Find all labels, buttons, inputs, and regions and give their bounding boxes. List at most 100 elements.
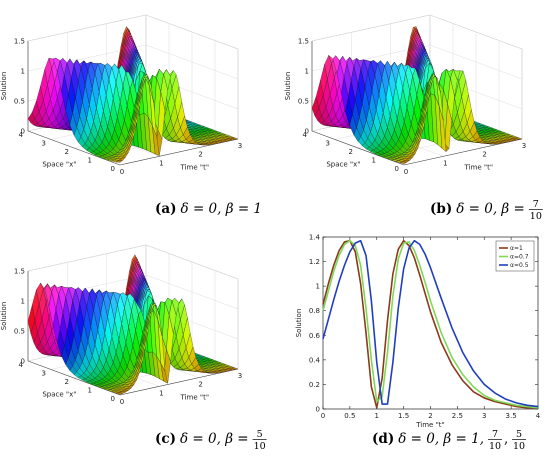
x-tick-label: 1: [88, 157, 92, 165]
y-tick-label: 0.4: [309, 356, 321, 364]
fraction-numerator: 5: [257, 429, 263, 440]
t-tick-label: 1: [159, 159, 163, 167]
t-tick-label: 0: [404, 168, 408, 176]
t-tick-label: 1: [443, 159, 447, 167]
z-tick-label: 0: [21, 358, 25, 366]
caption-label: (a): [155, 201, 177, 217]
caption-fraction: 710: [528, 199, 543, 222]
surface-patch: [115, 392, 124, 395]
x-tick-label: 0: [321, 412, 325, 420]
surface-patch: [115, 160, 124, 163]
t-tick-label: 2: [198, 381, 202, 389]
t-tick-label: 0: [120, 398, 124, 406]
caption-text: δ = 0, β =: [456, 201, 525, 217]
t-tick-label: 3: [238, 372, 242, 380]
x-tick-label: 2: [65, 378, 69, 386]
x-axis-label: Space "x": [326, 160, 360, 168]
caption-text: δ = 0, β = 1,: [398, 431, 484, 447]
x-tick-label: 3: [42, 370, 46, 378]
x-tick-label: 4: [19, 131, 24, 139]
x-tick-label: 2: [349, 148, 353, 156]
t-axis-line: [403, 138, 523, 166]
t-tick-label: 3: [238, 142, 242, 150]
caption-fraction: 510: [512, 429, 526, 452]
fraction-numerator: 7: [492, 429, 498, 440]
t-axis-label: Time "t": [180, 393, 210, 401]
x-tick-label: 1: [88, 387, 92, 395]
fraction-denominator: 10: [513, 441, 525, 452]
legend-label-2: α=0.5: [510, 262, 529, 269]
legend-label-1: α=0.7: [510, 254, 529, 261]
y-tick-label: 0.8: [309, 307, 320, 315]
y-tick-label: 1.4: [309, 234, 321, 242]
caption: (a) δ = 0, β = 1: [155, 201, 262, 217]
axis-lines: [27, 41, 239, 166]
x-tick-label: 0: [111, 395, 115, 403]
x-tick-label: 1: [372, 157, 376, 165]
x-axis-line: [311, 130, 405, 166]
t-axis-label: Time "t": [180, 163, 210, 171]
y-tick-label: 1: [316, 283, 320, 291]
series-line-2: [322, 239, 539, 408]
axis-lines: [27, 271, 239, 396]
z-tick-label: 0: [21, 128, 25, 136]
caption: (d) δ = 0, β = 1,: [372, 431, 484, 447]
t-tick-label: 2: [482, 151, 486, 159]
z-tick-label: 1: [21, 68, 25, 76]
x-tick-label: 4: [536, 412, 541, 420]
series-line-1: [322, 239, 539, 409]
x-tick-label: 4: [19, 361, 24, 369]
x-axis-label: Time "t": [415, 421, 445, 429]
axis-lines: [311, 41, 523, 166]
caption-text: δ = 0, β = 1: [181, 201, 262, 217]
caption: (c) δ = 0, β =: [155, 431, 249, 447]
caption-label: (c): [155, 431, 176, 447]
caption-comma: ,: [504, 431, 508, 447]
surface-mesh: [311, 26, 523, 164]
fraction-numerator: 7: [533, 199, 539, 210]
z-axis-label: Solution: [0, 302, 8, 331]
caption-label: (b): [430, 201, 452, 217]
x-tick-label: 3.5: [506, 412, 517, 420]
y-tick-label: 0.6: [309, 332, 321, 340]
y-tick-label: 0: [316, 406, 320, 414]
t-axis-label: Time "t": [464, 163, 494, 171]
legend-box: [495, 240, 535, 272]
caption-fraction: 710: [488, 429, 502, 452]
fraction-denominator: 10: [489, 441, 501, 452]
x-tick-label: 2: [428, 412, 432, 420]
z-axis-label: Solution: [0, 72, 8, 101]
caption-text: δ = 0, β =: [180, 431, 249, 447]
x-tick-label: 2: [65, 148, 69, 156]
z-tick-label: 1.5: [14, 268, 25, 276]
y-tick-label: 0.2: [309, 381, 320, 389]
x-tick-label: 0.5: [344, 412, 355, 420]
t-tick-label: 2: [198, 151, 202, 159]
surface-mesh: [27, 26, 239, 163]
fraction-denominator: 10: [254, 441, 266, 452]
z-tick-label: 1.5: [298, 38, 309, 46]
x-axis-label: Space "x": [42, 390, 76, 398]
t-axis-line: [119, 138, 239, 166]
line-plot-d: 0 0.5 1 1.5 2 2.5 3 3.5 4 0 0.2 0.4 0.6 0.8 1 1.2 1.4 Tim…: [295, 234, 541, 453]
z-tick-label: 1.5: [14, 38, 25, 46]
x-tick-label: 3: [326, 140, 330, 148]
z-tick-label: 0.5: [14, 328, 25, 336]
fraction-numerator: 5: [516, 429, 522, 440]
x-axis-line: [27, 360, 121, 396]
legend: α=1 α=0.7α=0.5: [495, 240, 535, 272]
t-tick-label: 0: [120, 168, 124, 176]
fraction-denominator: 10: [530, 211, 542, 222]
x-tick-label: 2.5: [452, 412, 463, 420]
y-axis-label: Solution: [295, 309, 303, 338]
x-tick-label: 3: [42, 140, 46, 148]
caption-label: (d): [372, 431, 394, 447]
x-axis-label: Space "x": [42, 160, 76, 168]
x-tick-label: 1.5: [398, 412, 409, 420]
z-tick-label: 0.5: [298, 98, 309, 106]
surface-mesh: [27, 254, 239, 395]
z-tick-label: 1: [21, 298, 25, 306]
z-tick-label: 0: [305, 128, 309, 136]
t-axis-line: [119, 368, 239, 396]
